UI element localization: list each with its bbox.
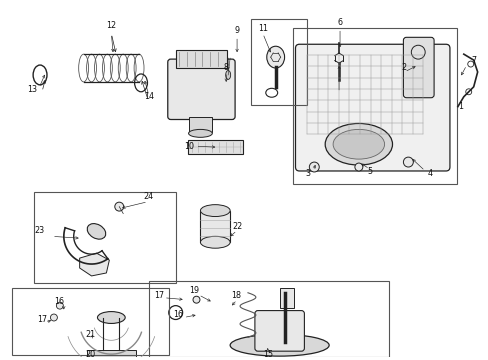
Ellipse shape	[230, 334, 328, 356]
Text: 24: 24	[142, 192, 153, 201]
Bar	[34, 192, 175, 283]
Ellipse shape	[115, 202, 123, 211]
Bar	[175, 50, 227, 68]
Text: 8: 8	[223, 63, 228, 72]
Text: 21: 21	[85, 330, 96, 339]
Text: 16: 16	[172, 310, 183, 319]
Text: 15: 15	[262, 350, 272, 359]
Ellipse shape	[332, 129, 384, 159]
Bar	[187, 140, 243, 154]
Ellipse shape	[354, 163, 362, 171]
Text: 14: 14	[143, 92, 154, 101]
FancyBboxPatch shape	[167, 59, 235, 120]
Bar	[188, 117, 212, 132]
Ellipse shape	[225, 71, 230, 80]
Text: 19: 19	[189, 286, 199, 295]
Text: 11: 11	[257, 24, 267, 33]
Text: 4: 4	[427, 170, 432, 179]
Ellipse shape	[309, 162, 319, 172]
Text: 18: 18	[231, 291, 241, 300]
Text: 12: 12	[106, 21, 116, 30]
Text: 6: 6	[337, 18, 342, 27]
Bar	[279, 288, 293, 307]
Ellipse shape	[193, 296, 200, 303]
Ellipse shape	[200, 236, 230, 248]
Text: 5: 5	[366, 167, 371, 176]
Ellipse shape	[97, 311, 125, 323]
Bar	[292, 28, 456, 184]
Ellipse shape	[188, 129, 212, 137]
Ellipse shape	[56, 302, 63, 309]
Text: 20: 20	[85, 350, 96, 359]
Polygon shape	[80, 253, 109, 276]
Text: 13: 13	[27, 85, 37, 94]
Text: 17: 17	[37, 315, 47, 324]
Bar	[200, 211, 230, 242]
Bar	[250, 18, 307, 105]
Ellipse shape	[325, 123, 392, 165]
FancyBboxPatch shape	[403, 37, 433, 98]
Text: 1: 1	[457, 102, 463, 111]
FancyBboxPatch shape	[254, 311, 304, 351]
Ellipse shape	[50, 314, 57, 321]
Bar	[86, 350, 136, 360]
Ellipse shape	[403, 157, 412, 167]
Ellipse shape	[266, 46, 284, 68]
Text: 7: 7	[470, 55, 475, 64]
Text: 23: 23	[34, 226, 44, 235]
Bar	[12, 288, 168, 355]
FancyBboxPatch shape	[295, 44, 449, 171]
Text: 2: 2	[401, 63, 406, 72]
Ellipse shape	[200, 204, 230, 216]
Text: 9: 9	[234, 26, 239, 35]
Text: 22: 22	[231, 222, 242, 231]
Text: 10: 10	[184, 142, 194, 151]
Bar	[149, 281, 388, 357]
Ellipse shape	[87, 224, 105, 239]
Text: 16: 16	[54, 297, 64, 306]
Text: 17: 17	[154, 291, 163, 300]
Text: 3: 3	[305, 170, 310, 179]
